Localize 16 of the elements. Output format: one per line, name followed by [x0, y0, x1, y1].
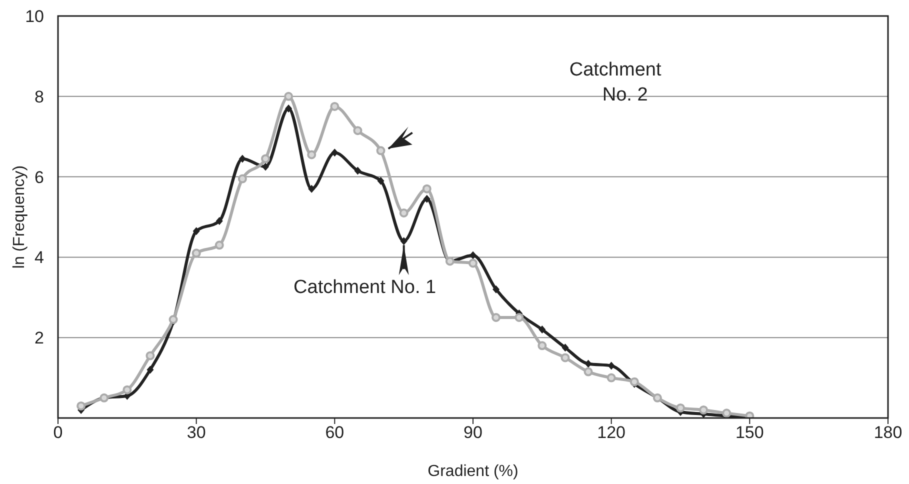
x-tick-label: 90	[464, 423, 482, 442]
annotation: Catchment No. 1	[294, 277, 436, 298]
y-tick-label: 6	[34, 168, 44, 187]
x-axis-title: Gradient (%)	[428, 463, 518, 480]
y-tick-label: 10	[25, 7, 44, 26]
x-tick-label: 150	[735, 423, 764, 442]
y-tick-label: 2	[34, 328, 44, 348]
y-tick-label: 8	[34, 87, 44, 106]
annotation: Catchment No. 2	[569, 60, 662, 106]
x-tick-label: 60	[325, 423, 344, 442]
x-tick-label: 120	[597, 423, 626, 442]
y-tick-label: 4	[34, 248, 44, 268]
y-axis-title: ln (Frequency)	[11, 165, 28, 269]
x-tick-label: 180	[874, 423, 902, 442]
x-tick-label: 0	[53, 423, 63, 442]
x-tick-label: 30	[186, 423, 206, 442]
